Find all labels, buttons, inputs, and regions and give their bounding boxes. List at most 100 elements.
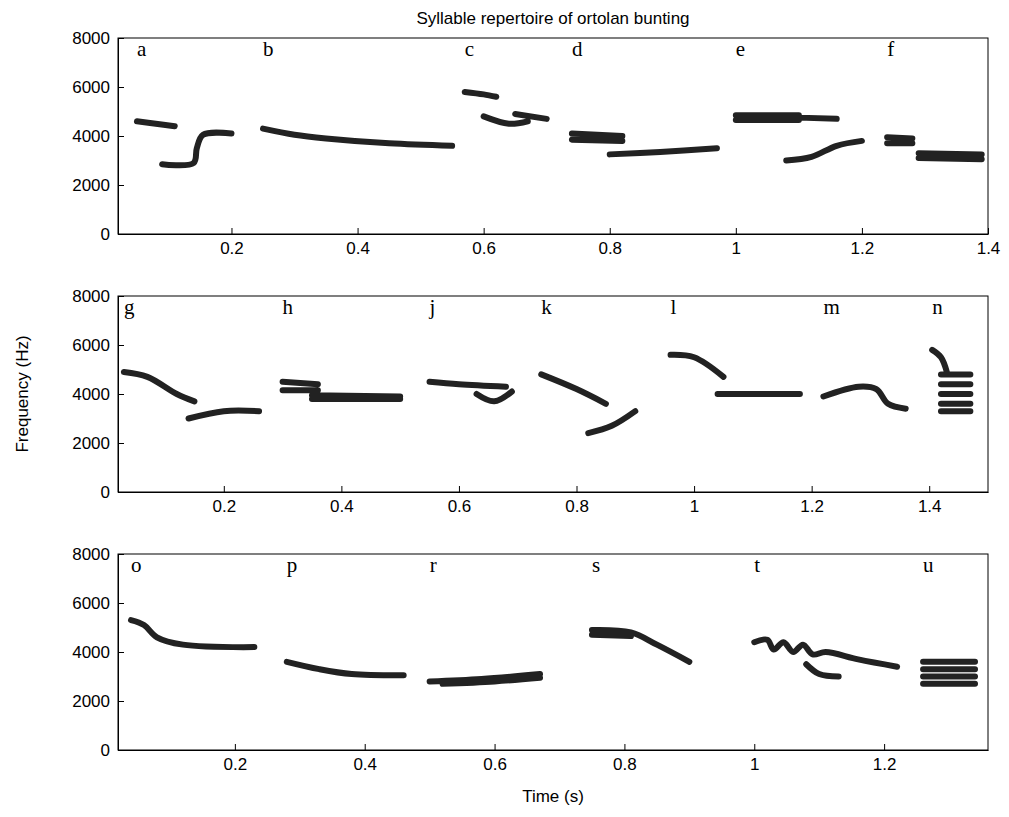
x-tick-mark: [610, 228, 611, 234]
syllable-label: p: [287, 553, 298, 577]
syllable-trace: [823, 386, 905, 408]
y-tick-mark: [118, 750, 124, 751]
x-tick-mark: [358, 228, 359, 234]
syllable-label: a: [137, 37, 147, 61]
y-tick-mark: [118, 443, 124, 444]
chart-title: Syllable repertoire of ortolan bunting: [416, 9, 689, 28]
y-tick-mark: [118, 136, 124, 137]
syllable-trace: [592, 630, 689, 662]
syllable-label: c: [465, 37, 474, 61]
x-axis: 0.20.40.60.811.21.4: [119, 228, 1001, 258]
syllable-label: b: [263, 37, 274, 61]
x-tick-mark: [365, 744, 366, 750]
x-tick-mark: [341, 486, 342, 492]
x-tick-label: 1.2: [873, 755, 897, 774]
syllable-trace: [923, 662, 975, 684]
y-tick-mark: [118, 603, 124, 604]
x-tick-mark: [988, 228, 989, 234]
y-tick-label: 0: [101, 483, 110, 502]
x-tick-label: 0.4: [353, 755, 377, 774]
y-tick-mark: [118, 38, 124, 39]
x-tick-label: 1: [690, 497, 699, 516]
y-tick-mark: [118, 234, 124, 235]
syllable-label: l: [671, 295, 677, 319]
syllable-trace: [430, 382, 512, 402]
x-tick: 0.2: [220, 228, 244, 258]
x-tick: 1: [750, 744, 759, 774]
x-tick-mark: [754, 744, 755, 750]
x-tick-label: 0.2: [220, 239, 244, 258]
x-tick-label: 0.8: [613, 755, 637, 774]
x-tick-label: 1.2: [800, 497, 824, 516]
x-tick-label: 0.2: [224, 755, 248, 774]
x-tick: 0.2: [212, 486, 236, 516]
x-tick: 0.4: [346, 228, 370, 258]
y-tick-label: 6000: [72, 594, 110, 613]
x-tick: 0.6: [483, 744, 507, 774]
x-tick: 0.4: [353, 744, 377, 774]
x-tick-label: 0.4: [346, 239, 370, 258]
y-tick: 2000: [72, 692, 124, 711]
y-tick-label: 8000: [72, 29, 110, 48]
y-tick: 8000: [72, 287, 124, 306]
x-tick: 0.8: [598, 228, 622, 258]
syllable-trace: [124, 372, 259, 419]
syllable-labels: abcdef: [137, 37, 894, 61]
figure: 0.20.40.60.811.21.402000400060008000abcd…: [0, 0, 1009, 817]
y-tick-mark: [118, 554, 124, 555]
y-tick: 0: [101, 225, 124, 244]
x-tick-label: 0.8: [598, 239, 622, 258]
x-tick-mark: [235, 744, 236, 750]
x-tick: 0.4: [330, 486, 354, 516]
syllable-trace: [754, 639, 897, 676]
y-tick-label: 0: [101, 741, 110, 760]
x-tick: 1.4: [918, 486, 942, 516]
syllable-trace: [137, 121, 232, 165]
x-tick-mark: [577, 486, 578, 492]
y-axis: 02000400060008000: [72, 287, 124, 502]
syllable-label: m: [823, 295, 839, 319]
x-tick: 1.2: [851, 228, 875, 258]
y-axis: 0 2000 4000 6000 8000: [72, 545, 124, 760]
syllable-label: t: [754, 553, 760, 577]
panel: 0.20.40.60.811.202000400060008000oprstu: [72, 545, 988, 774]
y-tick: 6000: [72, 336, 124, 355]
syllable-label: n: [932, 295, 943, 319]
x-tick-mark: [231, 228, 232, 234]
syllable-label: j: [429, 295, 436, 319]
y-tick: 8000: [72, 545, 124, 564]
y-tick-label: 2000: [72, 692, 110, 711]
y-axis: 02000400060008000: [72, 29, 124, 244]
x-tick: 0.8: [565, 486, 589, 516]
x-tick-label: 1.2: [851, 239, 875, 258]
x-tick-mark: [224, 486, 225, 492]
y-tick-label: 0: [101, 225, 110, 244]
syllable-trace: [283, 382, 401, 399]
syllable-trace: [932, 350, 970, 411]
y-axis-title: Frequency (Hz): [13, 335, 32, 452]
x-tick-label: 0.2: [212, 497, 236, 516]
y-tick: 4000: [72, 643, 124, 662]
y-tick: 2000: [72, 434, 124, 453]
syllable-label: k: [541, 295, 552, 319]
y-tick: 4000: [72, 127, 124, 146]
syllable-trace: [287, 662, 404, 675]
syllable-trace: [430, 674, 540, 684]
x-tick-label: 0.6: [448, 497, 472, 516]
y-tick-mark: [118, 394, 124, 395]
x-tick-label: 1.4: [918, 497, 942, 516]
x-tick: 0.8: [613, 744, 637, 774]
x-axis-title: Time (s): [522, 787, 584, 806]
syllable-trace: [465, 92, 547, 124]
y-tick-label: 6000: [72, 78, 110, 97]
syllable-label: e: [736, 37, 745, 61]
y-tick-mark: [118, 652, 124, 653]
panel: 0.20.40.60.811.21.402000400060008000ghjk…: [72, 287, 988, 516]
x-tick-mark: [812, 486, 813, 492]
y-tick-mark: [118, 185, 124, 186]
x-axis-line: [119, 750, 989, 751]
x-tick-label: 0.8: [565, 497, 589, 516]
y-tick: 0: [101, 483, 124, 502]
x-axis-line: [119, 492, 989, 493]
y-tick-label: 8000: [72, 545, 110, 564]
